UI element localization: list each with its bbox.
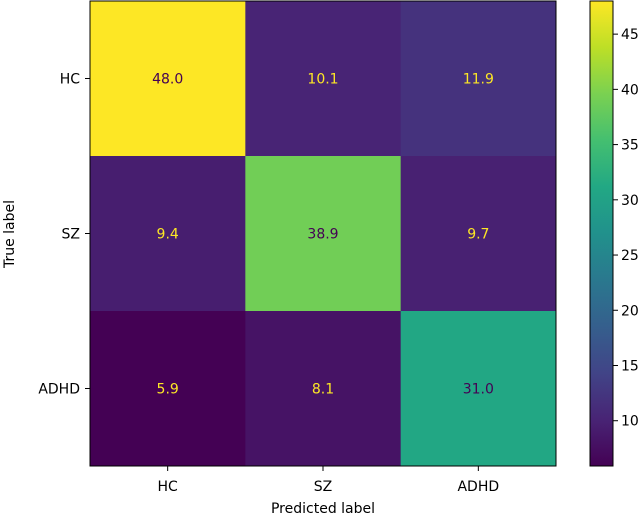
matrix-cell	[245, 156, 402, 312]
colorbar-tick-label: 10	[621, 414, 639, 430]
y-axis-ticks: HC SZ ADHD	[38, 72, 90, 398]
colorbar-tick-label: 35	[621, 138, 639, 154]
matrix-cell	[245, 1, 402, 157]
colorbar-tick-label: 15	[621, 358, 639, 374]
matrix-cell	[90, 311, 246, 467]
cell-value-label: 9.7	[467, 227, 489, 243]
colorbar	[589, 0, 614, 467]
colorbar-ticks: 10 15 20 25 30 35 40 45	[613, 27, 639, 430]
matrix-cell	[245, 311, 402, 467]
colorbar-tick-label: 25	[621, 248, 639, 264]
cell-value-labels: 48.0 10.1 11.9 9.4 38.9 9.7 5.9 8.1 31.0	[152, 72, 494, 398]
y-tick-label: SZ	[62, 227, 80, 243]
x-tick-label: HC	[158, 479, 179, 495]
matrix-cell	[90, 156, 246, 312]
matrix-cells	[90, 1, 557, 467]
cell-value-label: 8.1	[312, 382, 334, 398]
colorbar-tick-label: 40	[621, 82, 639, 98]
cell-value-label: 48.0	[152, 72, 183, 88]
cell-value-label: 38.9	[307, 227, 338, 243]
matrix-cell	[90, 1, 246, 157]
y-axis-label: True label	[2, 200, 18, 269]
cell-value-label: 31.0	[463, 382, 494, 398]
cell-value-label: 11.9	[463, 72, 494, 88]
matrix-cell	[400, 156, 557, 312]
y-tick-label: HC	[60, 72, 81, 88]
matrix-cell	[400, 1, 557, 157]
colorbar-tick-label: 20	[621, 303, 639, 319]
cell-value-label: 10.1	[307, 72, 338, 88]
y-tick-label: ADHD	[38, 382, 80, 398]
colorbar-tick-label: 45	[621, 27, 639, 43]
x-axis-ticks: HC SZ ADHD	[158, 466, 499, 495]
cell-value-label: 5.9	[157, 382, 179, 398]
colorbar-tick-label: 30	[621, 193, 639, 209]
matrix-cell	[400, 311, 557, 467]
x-tick-label: ADHD	[457, 479, 499, 495]
x-tick-label: SZ	[314, 479, 332, 495]
x-axis-label: Predicted label	[271, 501, 375, 517]
cell-value-label: 9.4	[157, 227, 179, 243]
